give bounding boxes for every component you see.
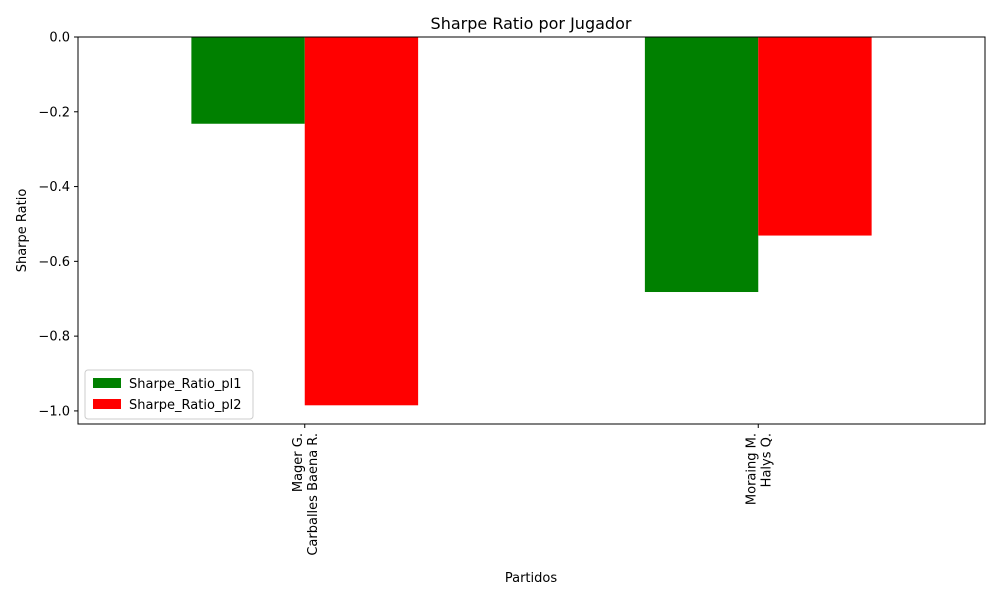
y-tick-label: 0.0 [49,31,70,46]
y-tick-label: −0.8 [38,330,70,345]
x-axis-title: Partidos [505,571,557,586]
x-tick-label: Moraing M. [744,433,759,505]
y-axis-title: Sharpe Ratio [15,189,30,273]
bar-sharpe-ratio-pl1-1 [191,37,305,124]
legend-swatch [93,399,121,409]
legend-box [84,369,254,420]
bars-group [191,37,872,406]
y-tick-label: −0.6 [38,255,70,270]
legend-swatch [93,378,121,388]
bar-sharpe-ratio-pl1-2 [644,37,759,293]
bar-sharpe-ratio-pl2-1 [304,37,419,406]
x-tick-label: Mager G. [291,433,306,492]
x-tick-label: Halys Q. [759,433,774,487]
x-axis: Mager G. Carballes Baena R. Moraing M. Haly… [291,424,774,556]
y-tick-label: −0.2 [38,105,70,120]
y-axis: 0.0 −0.2 −0.4 −0.6 −0.8 −1.0 [38,31,78,419]
plot-frame [77,36,986,425]
chart-title: Sharpe Ratio por Jugador [431,14,632,33]
y-tick-label: −1.0 [38,404,70,419]
y-tick-label: −0.4 [38,180,70,195]
legend-label: Sharpe_Ratio_pl2 [129,398,242,413]
legend: Sharpe_Ratio_pl1 Sharpe_Ratio_pl2 [84,369,254,420]
bar-sharpe-ratio-pl2-2 [758,37,872,236]
x-tick-label: Carballes Baena R. [306,433,321,556]
legend-label: Sharpe_Ratio_pl1 [129,377,242,392]
